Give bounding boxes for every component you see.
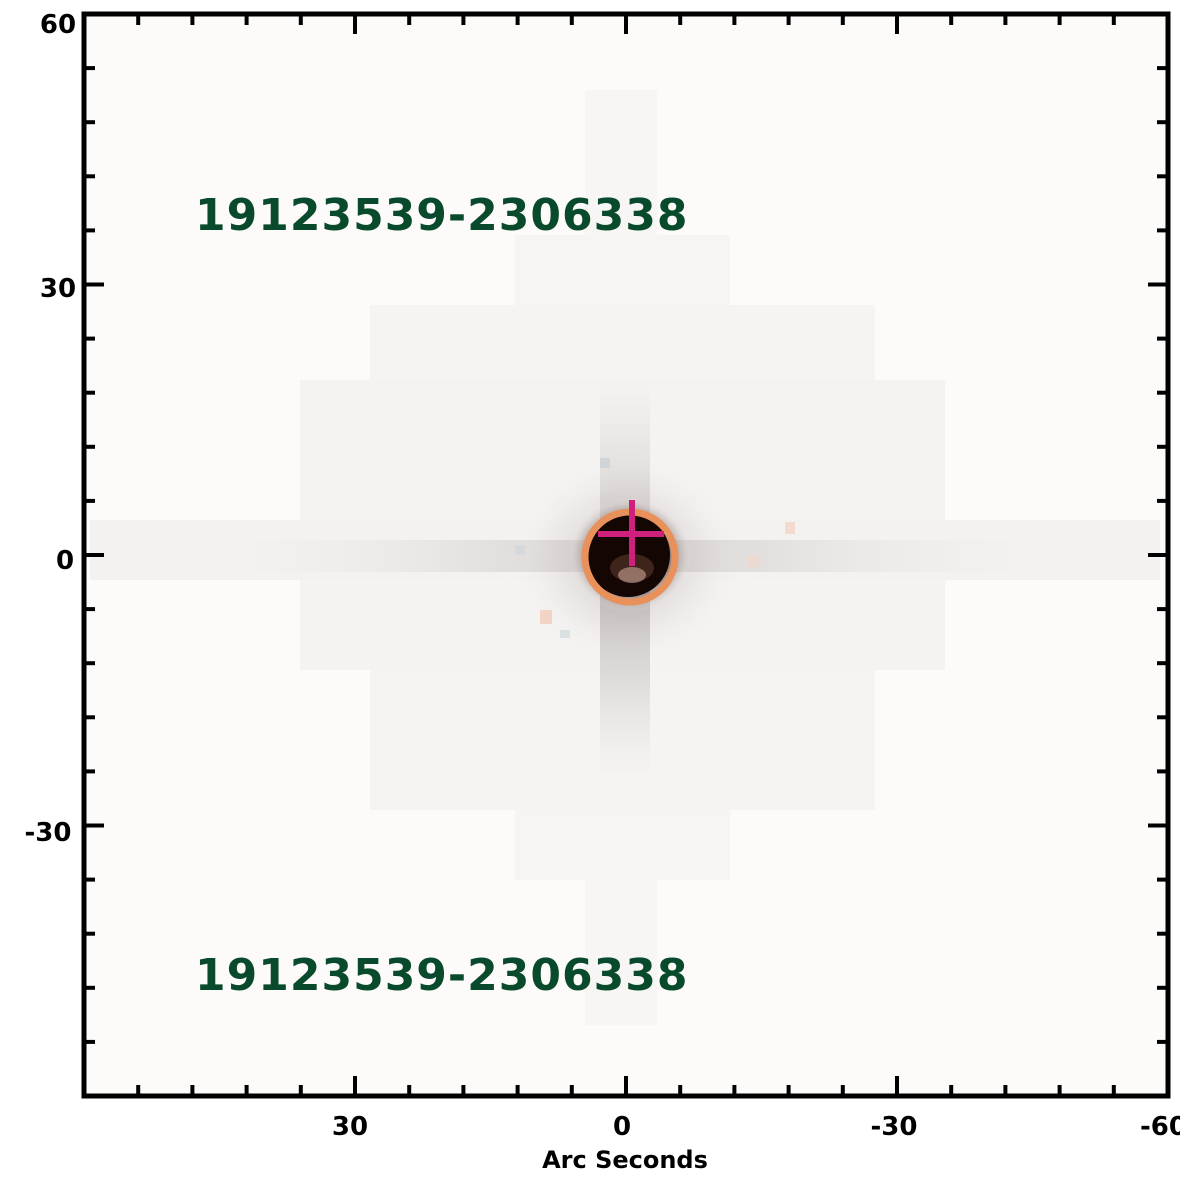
y-tick-label: 0 xyxy=(56,546,74,576)
noise-speckle xyxy=(748,555,760,567)
x-tick-label: -30 xyxy=(871,1112,918,1142)
tick-marks xyxy=(82,12,1170,1098)
y-tick-label: -30 xyxy=(25,818,72,848)
x-axis-title: Arc Seconds xyxy=(542,1146,708,1174)
y-tick-label: 60 xyxy=(40,10,76,40)
noise-speckle xyxy=(600,458,610,468)
image-field xyxy=(84,14,1168,1096)
noise-speckle xyxy=(540,610,552,624)
y-tick-label: 30 xyxy=(40,274,76,304)
source-label-top: 19123539-2306338 xyxy=(195,190,689,241)
x-tick-label: 30 xyxy=(332,1112,368,1142)
x-tick-label: -60 xyxy=(1140,1112,1180,1142)
source-core-glint xyxy=(618,567,646,583)
noise-speckle xyxy=(560,630,570,638)
source-label-bottom: 19123539-2306338 xyxy=(195,950,689,1001)
x-tick-label: 0 xyxy=(613,1112,631,1142)
noise-speckle xyxy=(785,522,795,534)
noise-speckle xyxy=(515,545,525,555)
